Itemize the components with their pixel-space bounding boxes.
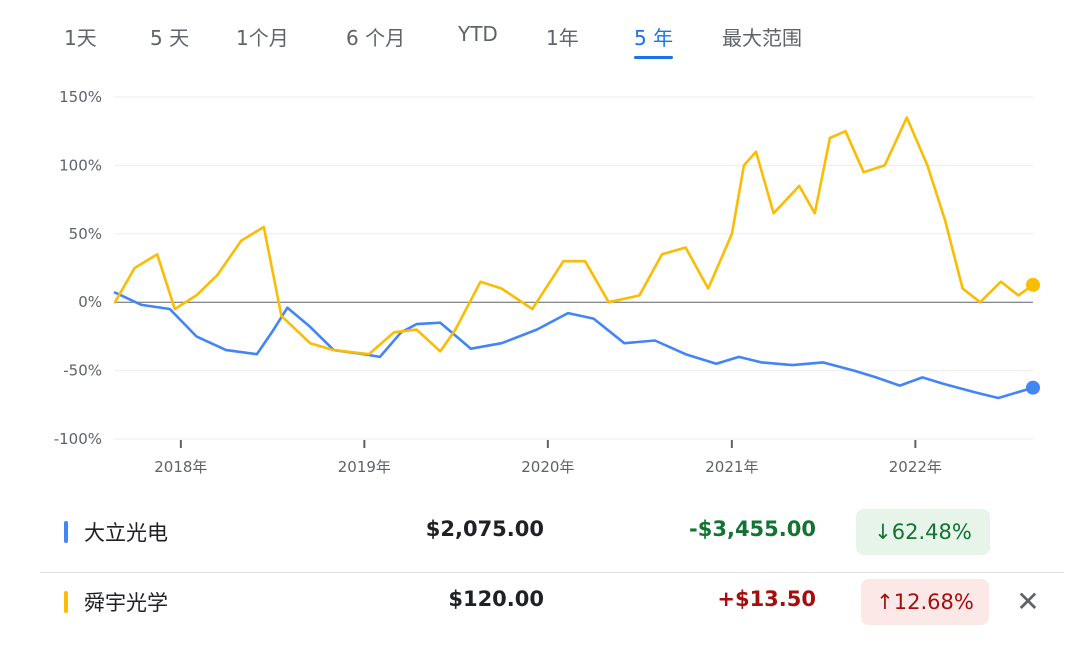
percent-change-badge: ↓ 62.48% [856, 509, 990, 555]
remove-comparison-close-icon[interactable]: ✕ [1016, 584, 1040, 618]
series-color-swatch [64, 591, 68, 613]
stock-name: 舜宇光学 [84, 591, 168, 615]
y-tick-label: -100% [54, 430, 102, 448]
legend-row-sunny: 舜宇光学 $120.00 +$13.50 ↑ 12.68% ✕ [40, 572, 1064, 633]
tab-5-years[interactable]: 5 年 [634, 22, 674, 59]
price-change: +$13.50 [717, 587, 816, 611]
stock-name: 大立光电 [84, 521, 168, 545]
time-range-tabs: 1天 5 天 1个月 6 个月 YTD 1年 5 年 最大范围 [40, 18, 1040, 59]
percent-change-badge: ↑ 12.68% [861, 579, 989, 625]
stock-price: $120.00 [448, 587, 544, 611]
tab-6-months[interactable]: 6 个月 [346, 26, 406, 50]
x-tick-label: 2021年 [705, 458, 758, 476]
stock-price: $2,075.00 [425, 517, 544, 541]
x-tick-label: 2022年 [889, 458, 942, 476]
series-color-swatch [64, 521, 68, 543]
y-tick-label: -50% [63, 362, 102, 380]
series-line-1 [113, 116, 1035, 356]
tab-1-month[interactable]: 1个月 [236, 26, 289, 50]
series-end-point-1 [1026, 277, 1040, 292]
tab-max[interactable]: 最大范围 [722, 26, 802, 50]
price-change: -$3,455.00 [689, 517, 816, 541]
y-tick-label: 0% [78, 293, 102, 311]
comparison-chart[interactable]: 150% 100% 50% 0% -50% -100% 2018年 2019年 2020年 20… [0, 80, 1080, 485]
series-end-point-0 [1026, 380, 1040, 395]
percent-change: 62.48% [891, 520, 972, 544]
legend-row-largan: 大立光电 $2,075.00 -$3,455.00 ↓ 62.48% [40, 503, 1064, 563]
y-tick-label: 150% [59, 88, 102, 106]
tab-1-year[interactable]: 1年 [546, 26, 579, 50]
tab-5-days[interactable]: 5 天 [150, 26, 190, 50]
tab-1-day[interactable]: 1天 [64, 26, 97, 50]
x-tick-label: 2018年 [154, 458, 207, 476]
tab-ytd[interactable]: YTD [458, 22, 498, 46]
percent-change: 12.68% [893, 590, 974, 614]
x-tick-label: 2020年 [521, 458, 574, 476]
arrow-up-icon: ↑ [876, 590, 894, 614]
y-tick-label: 50% [69, 225, 102, 243]
x-tick-label: 2019年 [338, 458, 391, 476]
y-tick-label: 100% [59, 156, 102, 174]
arrow-down-icon: ↓ [874, 520, 892, 544]
series-line-0 [113, 291, 1035, 400]
